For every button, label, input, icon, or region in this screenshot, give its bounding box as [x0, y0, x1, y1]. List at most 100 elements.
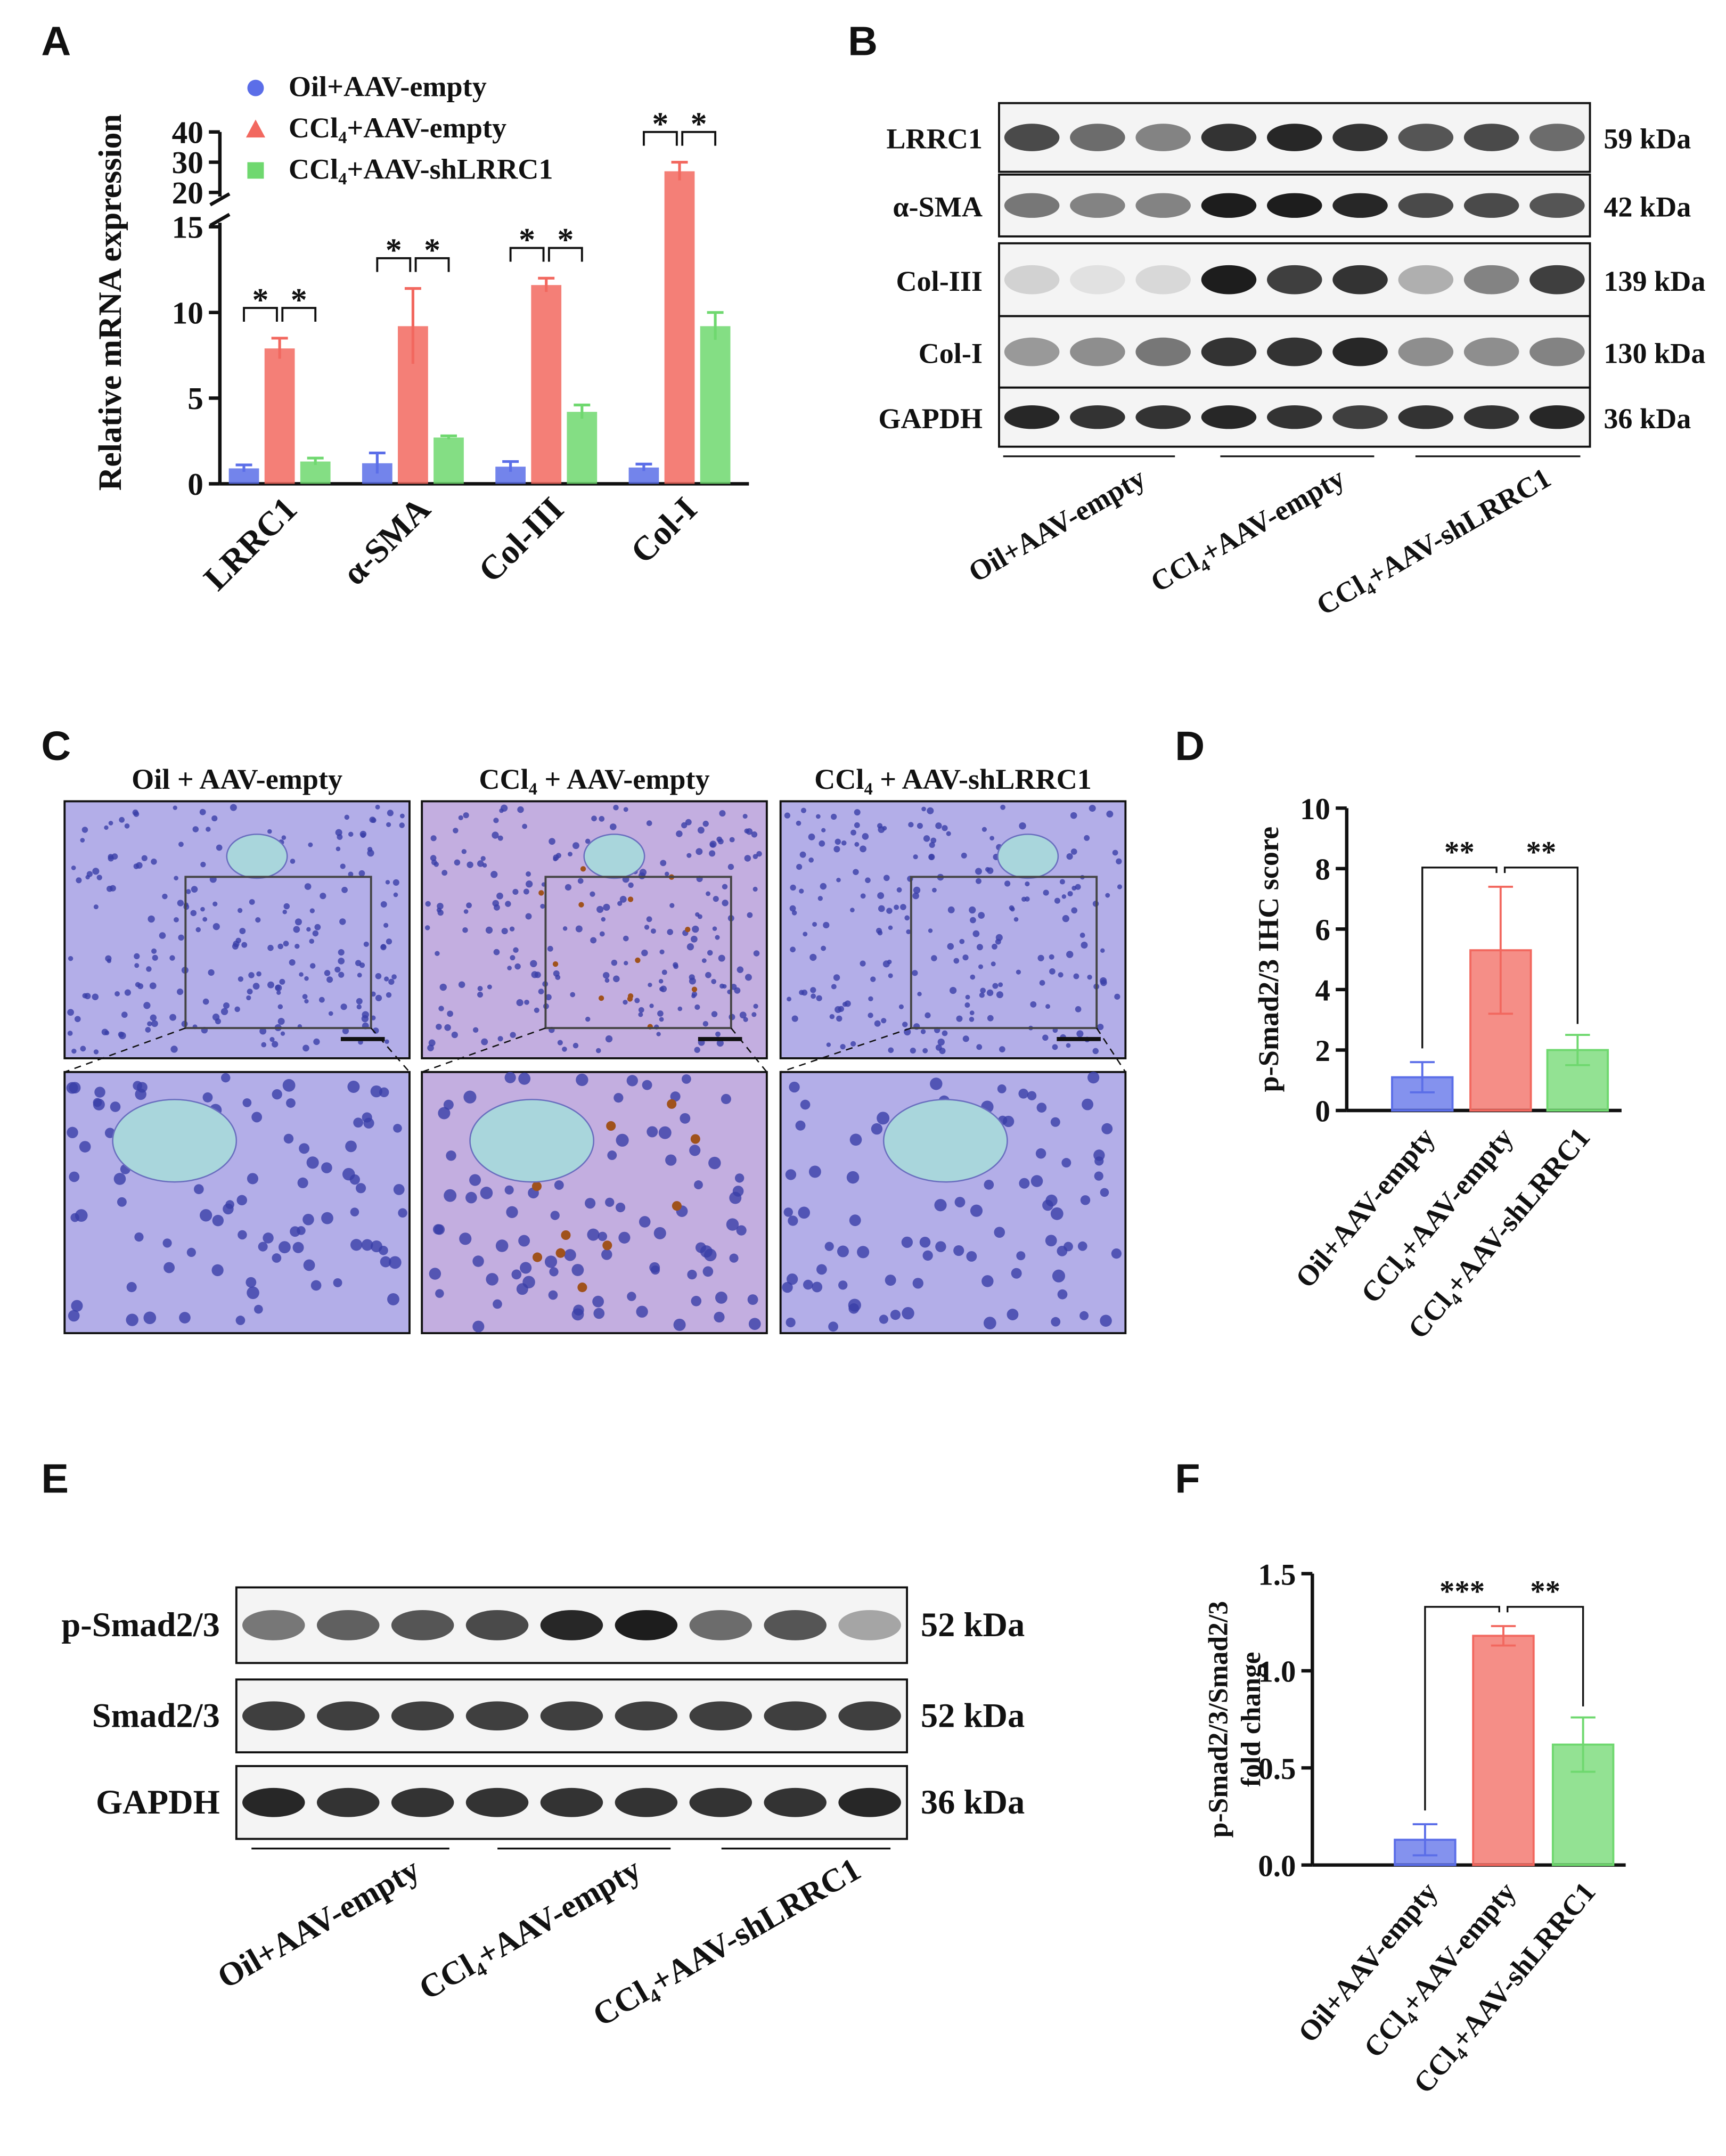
nucleus [1111, 1248, 1122, 1259]
blot-band [391, 1787, 454, 1817]
nucleus [510, 1032, 516, 1038]
nucleus [810, 987, 816, 993]
nucleus [279, 978, 285, 985]
nucleus [347, 1080, 360, 1093]
blot-band [1135, 405, 1191, 429]
nucleus [333, 1278, 342, 1287]
nucleus [753, 950, 760, 957]
nucleus [989, 836, 994, 841]
blot-size-label: 42 kDa [1604, 191, 1691, 223]
nucleus [71, 865, 76, 870]
nucleus [696, 848, 703, 855]
nucleus [192, 826, 199, 832]
nucleus [71, 1300, 83, 1312]
nucleus [737, 966, 744, 973]
nucleus [831, 813, 837, 820]
blot-band [689, 1787, 752, 1817]
vessel [112, 1099, 238, 1183]
nucleus [627, 1292, 636, 1301]
nucleus [962, 1035, 969, 1042]
nucleus [694, 1004, 700, 1010]
nucleus [1117, 884, 1123, 889]
nucleus [178, 842, 184, 847]
nucleus [689, 977, 696, 985]
nucleus [430, 855, 437, 861]
nucleus [295, 918, 302, 926]
nucleus [1061, 1158, 1071, 1168]
blot-band [1398, 193, 1454, 218]
nucleus [870, 976, 876, 982]
nucleus [309, 938, 314, 944]
nucleus [487, 984, 492, 990]
nucleus [991, 961, 996, 967]
nucleus [174, 917, 179, 922]
nucleus [1066, 853, 1073, 860]
nucleus [259, 1027, 267, 1035]
nucleus [571, 1308, 584, 1321]
blot-band [1529, 337, 1585, 366]
nucleus [902, 1306, 914, 1320]
legend-marker [246, 119, 266, 138]
nucleus [591, 815, 597, 822]
nucleus [1057, 1289, 1068, 1300]
nucleus [441, 870, 448, 876]
nucleus [752, 886, 758, 892]
nucleus [548, 1290, 558, 1300]
nucleus [338, 949, 345, 956]
nucleus [247, 989, 253, 995]
nucleus [1036, 1102, 1047, 1113]
nucleus [564, 1249, 576, 1261]
blot-size-label: 52 kDa [921, 1696, 1025, 1734]
nucleus [94, 1087, 105, 1098]
panel-label: C [41, 723, 71, 769]
nucleus [152, 954, 158, 961]
nucleus [1067, 891, 1073, 897]
nucleus [978, 964, 984, 969]
nucleus [718, 838, 724, 845]
nucleus [238, 1230, 247, 1240]
nucleus [853, 869, 859, 875]
nucleus [1050, 1207, 1064, 1220]
nucleus [472, 1320, 485, 1333]
significance-bracket [414, 257, 450, 272]
nucleus [550, 1211, 560, 1220]
y-tick-label: 6 [1315, 913, 1330, 947]
nucleus [721, 1093, 731, 1104]
nucleus [290, 1226, 300, 1237]
nucleus [1054, 897, 1061, 904]
nucleus [290, 859, 296, 864]
blot-band [838, 1701, 901, 1731]
nucleus [341, 886, 348, 893]
nucleus [514, 963, 521, 970]
significance-label: * [386, 232, 402, 268]
nucleus [200, 1209, 212, 1222]
nucleus [93, 1098, 102, 1107]
nucleus [531, 971, 538, 978]
nucleus [67, 1031, 73, 1036]
nucleus [744, 855, 751, 862]
nucleus [150, 1014, 157, 1022]
nucleus [190, 910, 197, 917]
nucleus [638, 1012, 643, 1017]
nucleus [324, 970, 331, 976]
nucleus [1013, 917, 1019, 922]
y-tick-label: 0.0 [1258, 1849, 1296, 1883]
blot-band [391, 1701, 454, 1731]
nucleus [613, 975, 620, 983]
nucleus [994, 1227, 1005, 1238]
nucleus [1042, 1034, 1049, 1041]
nucleus [812, 921, 817, 927]
significance-bracket [281, 307, 317, 322]
nucleus [667, 929, 673, 935]
nucleus [1016, 969, 1021, 975]
nucleus [917, 822, 923, 829]
nucleus [141, 855, 148, 861]
nucleus [447, 1010, 453, 1017]
significance-label: ** [1444, 835, 1475, 869]
nucleus [882, 826, 887, 831]
group-label: Oil+AAV-empty [963, 462, 1151, 589]
nucleus [1052, 1044, 1058, 1050]
nucleus [795, 1120, 806, 1131]
nucleus [836, 877, 841, 883]
blot-protein-label: α-SMA [893, 191, 983, 223]
